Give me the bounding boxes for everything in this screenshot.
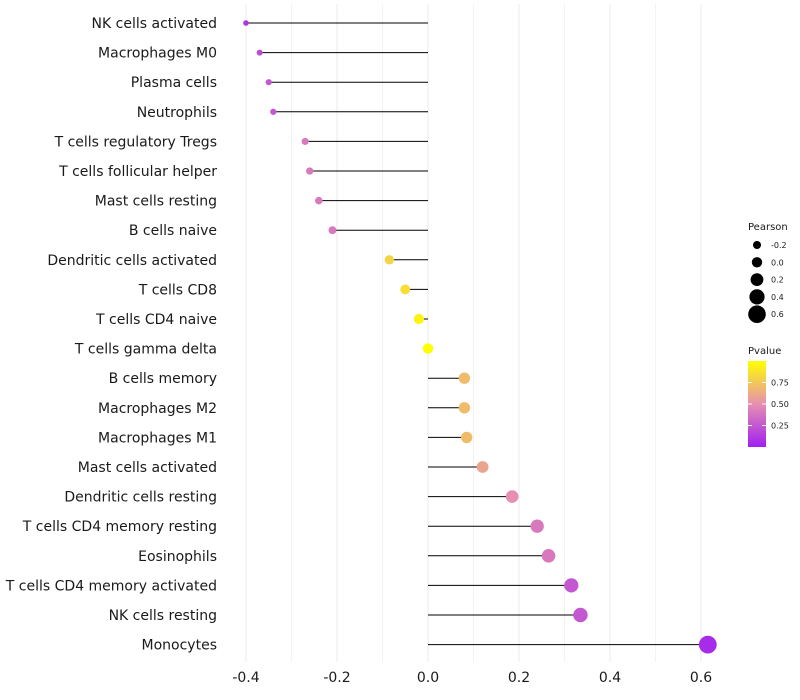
x-tick-label: 0.6 [690,670,712,686]
grid-lines [245,4,702,662]
category-label: Mast cells resting [95,194,217,210]
data-point [541,549,556,563]
category-label: Plasma cells [131,75,217,91]
data-point [458,372,471,384]
category-label: Macrophages M0 [98,46,217,62]
category-label: Macrophages M2 [98,401,217,417]
data-point [422,343,434,354]
size-legend-key [748,305,766,324]
x-tick-label: -0.4 [232,670,259,686]
size-legend-title: Pearson [748,222,788,233]
x-axis-ticks: -0.4 -0.2 0.0 0.2 0.4 0.6 [232,670,712,686]
data-point [328,226,337,235]
category-label: T cells regulatory Tregs [54,134,217,150]
size-legend-label: 0.0 [771,258,784,267]
color-legend-label: 0.75 [771,379,789,388]
category-label: T cells CD4 naive [95,312,217,328]
category-label: Monocytes [142,638,217,654]
data-point [270,108,277,115]
x-tick-label: 0.2 [508,670,530,686]
size-legend-key [749,289,765,305]
x-tick-label: -0.2 [323,670,350,686]
pearson-size-legend: Pearson -0.2 0.0 0.2 0.4 0.6 [748,222,788,324]
data-point [265,79,272,86]
category-labels: NK cells activated Macrophages M0 Plasma c… [5,16,217,654]
color-legend-title: Pvalue [748,346,781,357]
data-point [301,137,309,145]
data-point [698,635,717,654]
category-label: Neutrophils [137,105,217,121]
color-legend-label: 0.25 [771,422,789,431]
category-label: Dendritic cells resting [64,490,217,506]
category-label: Macrophages M1 [98,430,217,446]
category-label: T cells CD4 memory resting [22,519,217,535]
category-label: T cells CD4 memory activated [5,578,217,594]
size-legend-label: 0.2 [771,276,784,285]
data-point [306,167,314,175]
category-label: B cells memory [109,371,217,387]
size-legend-key [751,257,763,268]
category-label: T cells gamma delta [74,342,217,358]
lollipop-segments [246,22,708,646]
category-label: Mast cells activated [78,460,217,476]
pvalue-color-legend: Pvalue 0.75 0.50 0.25 [748,346,789,447]
size-legend-key [753,241,761,249]
data-point [505,490,519,503]
data-point [564,578,579,593]
color-legend-label: 0.50 [771,400,789,409]
data-point [458,402,471,414]
data-point [384,255,395,265]
data-point [315,196,323,205]
data-point [573,607,588,623]
data-point [256,49,263,56]
category-label: NK cells activated [92,16,217,32]
data-point [460,431,473,444]
category-label: NK cells resting [109,608,217,624]
category-label: Dendritic cells activated [47,253,217,269]
data-point [243,20,249,26]
data-point [400,284,411,295]
x-tick-label: 0.0 [417,670,439,686]
data-point [476,461,489,473]
category-label: T cells CD8 [138,282,217,298]
data-point [413,313,424,325]
data-point [530,519,544,533]
category-label: B cells naive [129,223,217,239]
size-legend-label: 0.4 [771,293,784,302]
category-label: T cells follicular helper [58,164,217,180]
size-legend-label: -0.2 [771,241,787,250]
x-tick-label: 0.4 [599,670,621,686]
pvalue-colorbar [748,361,766,447]
lollipop-points [243,20,717,654]
size-legend-label: 0.6 [771,310,784,319]
category-label: Eosinophils [138,549,217,565]
size-legend-key [750,273,764,286]
